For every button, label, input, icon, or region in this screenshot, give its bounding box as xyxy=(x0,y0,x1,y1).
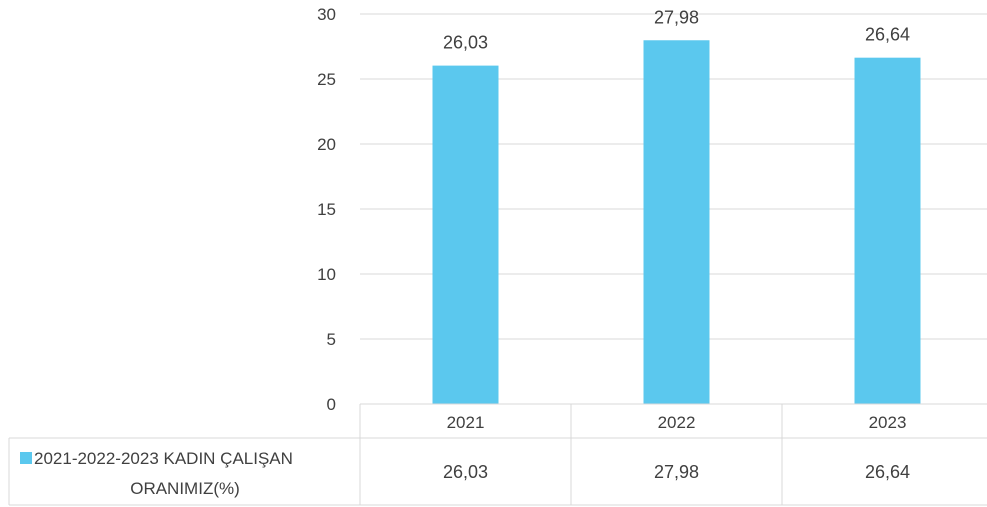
y-tick-label: 10 xyxy=(317,265,336,284)
table-value-2022: 27,98 xyxy=(654,462,699,482)
bar-data-label: 26,03 xyxy=(443,33,488,53)
bar-2021 xyxy=(432,65,499,405)
bar-2022 xyxy=(643,40,710,404)
table-series-label-line1: 2021-2022-2023 KADIN ÇALIŞAN xyxy=(34,449,293,468)
y-tick-label: 0 xyxy=(327,395,336,414)
bar-data-label: 27,98 xyxy=(654,7,699,27)
y-tick-label: 30 xyxy=(317,5,336,24)
table-header-2022: 2022 xyxy=(658,413,696,432)
data-table: 2021 2022 2023 2021-2022-2023 KADIN ÇALIŞAN… xyxy=(8,403,987,506)
bars xyxy=(432,40,921,405)
y-tick-label: 25 xyxy=(317,70,336,89)
y-tick-label: 20 xyxy=(317,135,336,154)
bar-data-label: 26,64 xyxy=(865,25,910,45)
table-header-2021: 2021 xyxy=(447,413,485,432)
y-axis-ticks: 0 5 10 15 20 25 30 xyxy=(317,5,336,414)
bar-data-labels: 26,03 27,98 26,64 xyxy=(443,7,910,52)
y-tick-label: 15 xyxy=(317,200,336,219)
bar-2023 xyxy=(854,57,921,405)
table-value-2021: 26,03 xyxy=(443,462,488,482)
legend-swatch xyxy=(20,452,32,464)
table-header-2023: 2023 xyxy=(869,413,907,432)
table-value-2023: 26,64 xyxy=(865,462,910,482)
table-series-label-line2: ORANIMIZ(%) xyxy=(130,479,240,498)
y-tick-label: 5 xyxy=(327,330,336,349)
